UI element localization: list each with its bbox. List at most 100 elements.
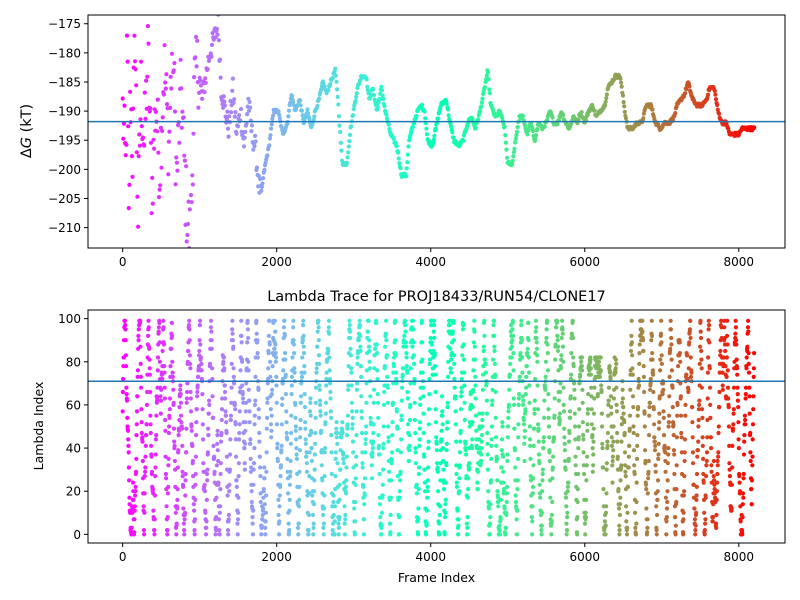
data-point: [727, 443, 732, 448]
data-point: [521, 398, 526, 403]
data-point: [321, 512, 326, 518]
data-point: [222, 103, 227, 108]
data-point: [499, 437, 505, 442]
data-point: [577, 407, 582, 412]
data-point: [561, 112, 566, 118]
data-point: [576, 424, 582, 429]
data-point: [279, 443, 284, 448]
data-point: [134, 433, 139, 438]
data-point: [615, 454, 620, 459]
data-point: [535, 359, 540, 364]
data-point: [274, 422, 280, 427]
data-point: [214, 26, 219, 31]
data-point: [733, 325, 739, 330]
data-point: [417, 443, 422, 448]
data-point: [309, 430, 314, 436]
data-point: [272, 318, 277, 323]
data-point: [579, 355, 585, 360]
x-axis-label: Frame Index: [398, 570, 475, 585]
data-point: [124, 142, 129, 147]
data-point: [460, 327, 466, 332]
data-point: [448, 346, 453, 351]
data-point: [230, 331, 235, 336]
data-point: [221, 94, 226, 99]
data-point: [519, 318, 524, 323]
data-point: [710, 515, 716, 520]
data-point: [498, 517, 503, 522]
data-point: [261, 176, 266, 181]
data-point: [232, 114, 237, 119]
data-point: [670, 405, 675, 410]
data-point: [219, 407, 225, 412]
data-point: [322, 450, 327, 455]
data-point: [160, 376, 165, 382]
data-point: [194, 420, 199, 425]
data-point: [343, 484, 348, 489]
data-point: [515, 456, 521, 461]
data-point: [234, 478, 239, 483]
data-point: [555, 333, 560, 338]
data-point: [176, 433, 181, 438]
data-point: [462, 383, 467, 388]
data-point: [218, 461, 223, 466]
data-point: [433, 407, 438, 412]
data-point: [654, 528, 659, 533]
data-point: [169, 346, 174, 351]
data-point: [270, 387, 275, 392]
data-point: [224, 420, 229, 425]
data-point: [493, 435, 499, 440]
data-point: [357, 318, 362, 323]
data-point: [485, 430, 490, 436]
data-point: [446, 359, 451, 364]
data-point: [298, 435, 303, 440]
data-point: [611, 439, 616, 444]
data-point: [519, 323, 524, 328]
data-point: [404, 166, 409, 171]
data-point: [589, 422, 595, 427]
data-point: [456, 532, 461, 537]
data-point: [502, 506, 507, 511]
data-point: [420, 357, 425, 362]
data-point: [122, 103, 127, 108]
data-point: [379, 88, 385, 93]
data-point: [733, 331, 738, 336]
data-point: [363, 430, 369, 436]
data-point: [153, 109, 158, 114]
data-point: [461, 357, 466, 362]
data-point: [555, 338, 560, 343]
data-point: [368, 415, 373, 420]
data-point: [152, 146, 157, 151]
data-point: [298, 98, 303, 103]
data-point: [362, 502, 367, 507]
data-point: [674, 499, 679, 505]
data-point: [136, 333, 141, 338]
data-point: [502, 487, 507, 492]
data-point: [424, 126, 429, 131]
data-point: [374, 320, 379, 325]
data-point: [709, 446, 714, 451]
data-point: [132, 517, 137, 522]
data-point: [376, 415, 381, 420]
data-point: [376, 443, 381, 448]
data-point: [351, 107, 356, 112]
data-point: [681, 517, 686, 522]
data-point: [359, 394, 364, 399]
data-point: [336, 114, 341, 119]
data-point: [618, 495, 623, 500]
data-point: [150, 487, 155, 492]
data-point: [530, 129, 536, 134]
data-point: [434, 448, 439, 453]
data-point: [650, 357, 655, 362]
data-point: [218, 504, 223, 509]
data-point: [737, 489, 743, 494]
data-point: [342, 504, 347, 509]
top-points-layer: [120, 15, 757, 248]
data-point: [458, 407, 463, 412]
data-point: [487, 91, 492, 96]
data-point: [317, 361, 322, 366]
data-point: [225, 126, 231, 131]
data-point: [667, 394, 672, 399]
data-point: [663, 450, 668, 455]
data-point: [454, 463, 459, 468]
data-point: [446, 113, 451, 118]
